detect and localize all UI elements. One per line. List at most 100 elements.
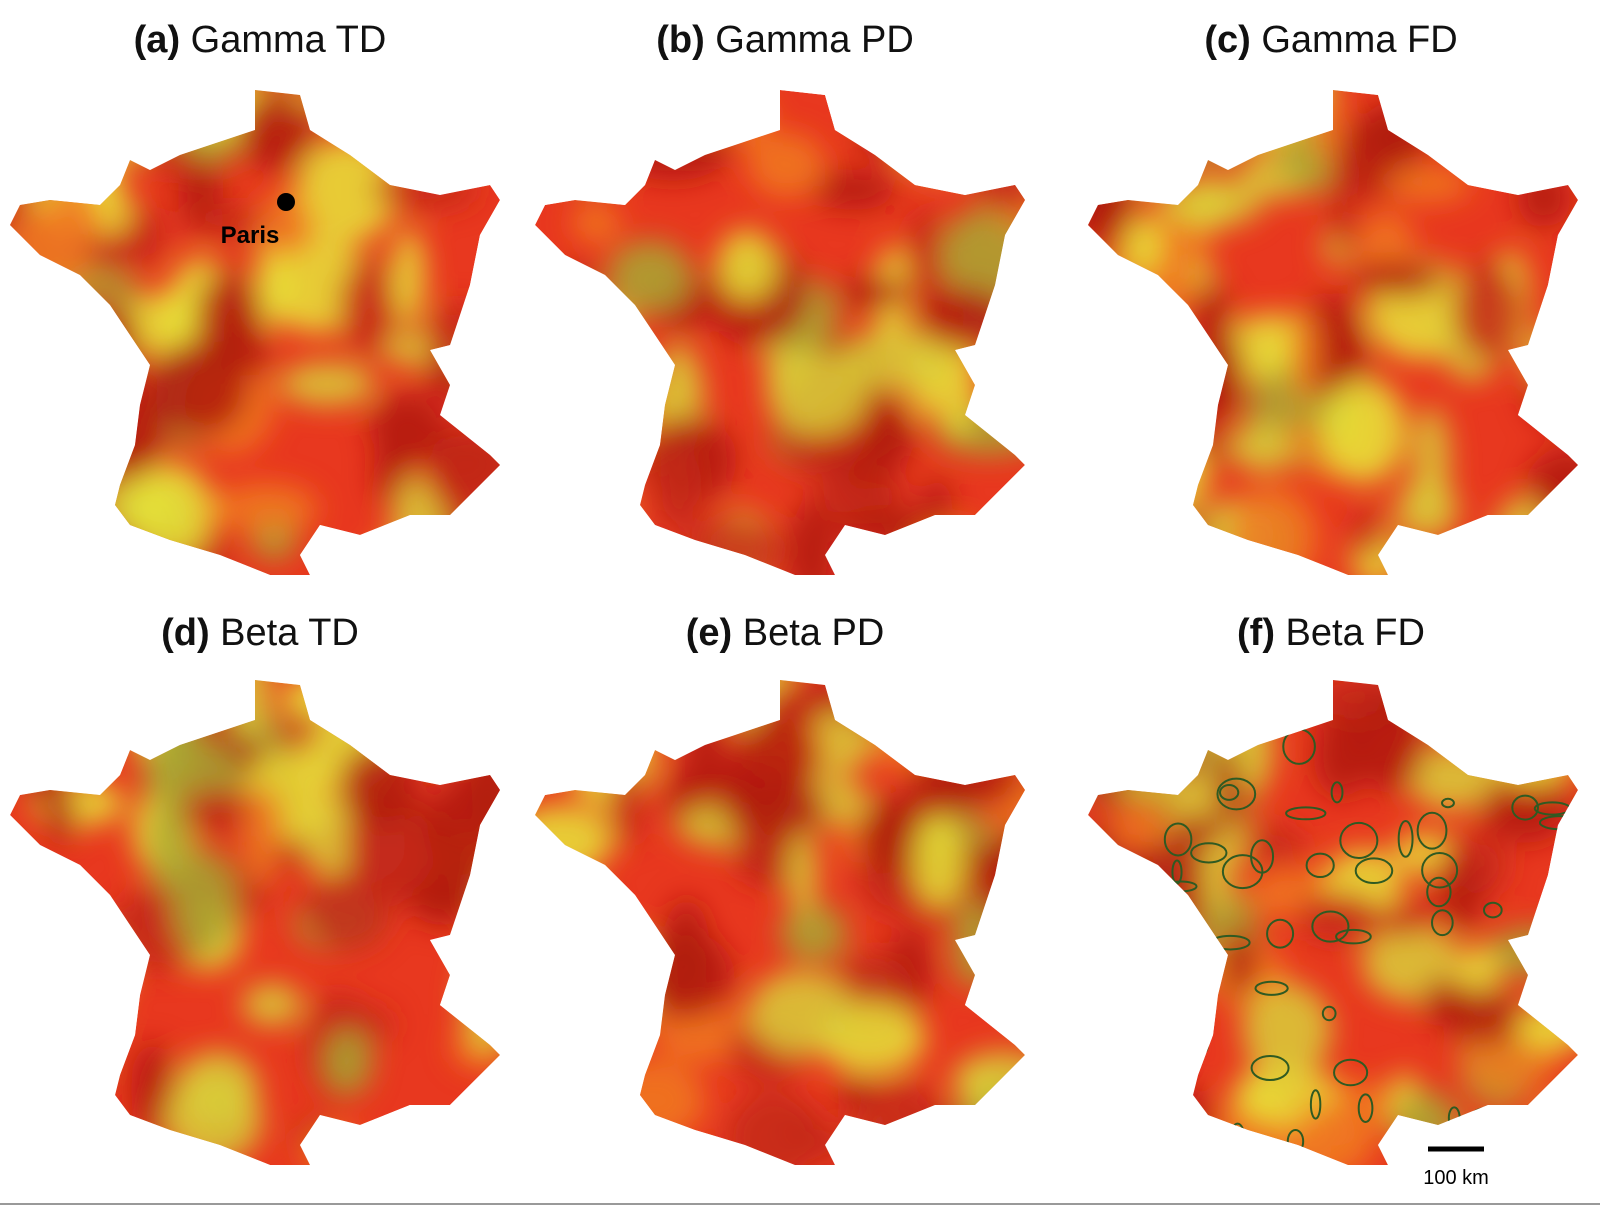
protected-area — [1354, 857, 1394, 885]
heat-blob — [1349, 260, 1448, 298]
heat-blob — [41, 371, 81, 414]
protected-area — [1441, 797, 1455, 809]
heat-blob — [1088, 1087, 1147, 1165]
heat-blob — [857, 97, 933, 137]
heat-blob — [613, 90, 651, 149]
panel-title: (e) Beta PD — [686, 612, 885, 654]
heat-blob — [1494, 680, 1561, 748]
heat-blob — [1364, 99, 1430, 161]
heat-blob — [838, 327, 948, 393]
city-marker — [277, 193, 295, 211]
heat-blob — [1537, 1104, 1578, 1165]
heat-blob — [160, 684, 201, 769]
heat-blob — [10, 465, 48, 563]
heat-blob — [10, 344, 45, 395]
heat-blob — [1487, 926, 1578, 978]
heat-blob — [1394, 479, 1459, 541]
heat-blob — [538, 680, 617, 728]
protected-area — [1190, 842, 1228, 864]
heat-blob — [837, 275, 909, 311]
heat-blob — [1452, 259, 1524, 362]
heat-blob — [553, 468, 634, 555]
heat-blob — [1105, 490, 1189, 561]
map-fill — [535, 90, 1025, 575]
heat-blob — [79, 105, 132, 136]
map-fill — [10, 90, 500, 575]
heat-blob — [540, 481, 619, 575]
heat-blob — [881, 90, 931, 112]
heat-blob — [889, 106, 984, 152]
heat-blob — [834, 507, 935, 547]
heat-blob — [1166, 419, 1237, 469]
heat-blob — [1321, 377, 1407, 484]
map — [1088, 90, 1578, 575]
heat-blob — [460, 347, 495, 381]
heat-blob — [607, 760, 646, 846]
heat-blob — [716, 229, 779, 302]
heat-blob — [424, 341, 500, 403]
panel-name: Gamma FD — [1251, 19, 1458, 61]
heat-blob — [986, 144, 1025, 230]
heat-blob — [1296, 892, 1382, 944]
heat-blob — [857, 1078, 945, 1165]
heat-blob — [29, 1034, 102, 1088]
protected-area — [1171, 859, 1183, 885]
heat-blob — [385, 680, 419, 743]
heat-blob — [166, 90, 209, 122]
heat-blob — [338, 258, 400, 355]
protected-area — [1153, 1133, 1184, 1165]
map — [10, 90, 500, 575]
protected-area — [1266, 918, 1295, 949]
heat-blob — [24, 1027, 82, 1074]
heat-blob — [932, 680, 972, 729]
heat-blob — [237, 90, 318, 173]
heat-blob — [939, 756, 1023, 805]
city-label: Paris — [221, 222, 280, 249]
protected-area — [1511, 794, 1539, 821]
heat-blob — [636, 931, 735, 1020]
heat-blob — [1088, 824, 1124, 908]
heat-blob — [535, 804, 613, 878]
panel-title: (b) Gamma PD — [656, 19, 914, 61]
heat-blob — [451, 689, 500, 775]
protected-area — [1311, 910, 1350, 943]
heat-blob — [940, 90, 973, 152]
heat-blob — [25, 466, 102, 557]
map — [1088, 680, 1578, 1165]
heat-blob — [912, 814, 966, 909]
heat-blob — [551, 90, 618, 129]
heat-blob — [1516, 166, 1572, 228]
heat-blob — [102, 305, 140, 389]
heat-blob — [13, 940, 110, 1028]
heat-blob — [606, 240, 693, 314]
heat-blob — [550, 300, 635, 346]
heat-blob — [10, 1023, 32, 1087]
heat-blob — [397, 680, 500, 761]
heat-blob — [1094, 1008, 1162, 1049]
heat-blob — [91, 152, 123, 207]
heat-blob — [734, 712, 820, 804]
protected-area — [1233, 1138, 1265, 1151]
heat-blob — [856, 108, 933, 158]
map — [10, 680, 500, 1165]
heat-blob — [1199, 701, 1259, 742]
heat-blob — [1436, 680, 1492, 704]
heat-blob — [1486, 707, 1578, 788]
heat-blob — [952, 899, 999, 989]
heat-blob — [410, 868, 472, 926]
heat-blob — [1533, 1101, 1578, 1165]
heat-blob — [45, 780, 76, 846]
heat-blob — [1299, 1095, 1331, 1165]
heat-blob — [568, 330, 608, 418]
protected-area — [1285, 806, 1327, 821]
panel-letter: (f) — [1237, 612, 1275, 654]
panel-name: Gamma PD — [705, 19, 914, 61]
heat-blob — [653, 448, 704, 536]
heat-blob — [368, 540, 437, 575]
heat-blob — [1383, 164, 1472, 203]
heat-blob — [129, 709, 160, 761]
heat-blob — [10, 468, 84, 534]
heat-blob — [339, 744, 420, 829]
heat-blob — [1124, 214, 1163, 278]
heat-blob — [1141, 393, 1186, 440]
